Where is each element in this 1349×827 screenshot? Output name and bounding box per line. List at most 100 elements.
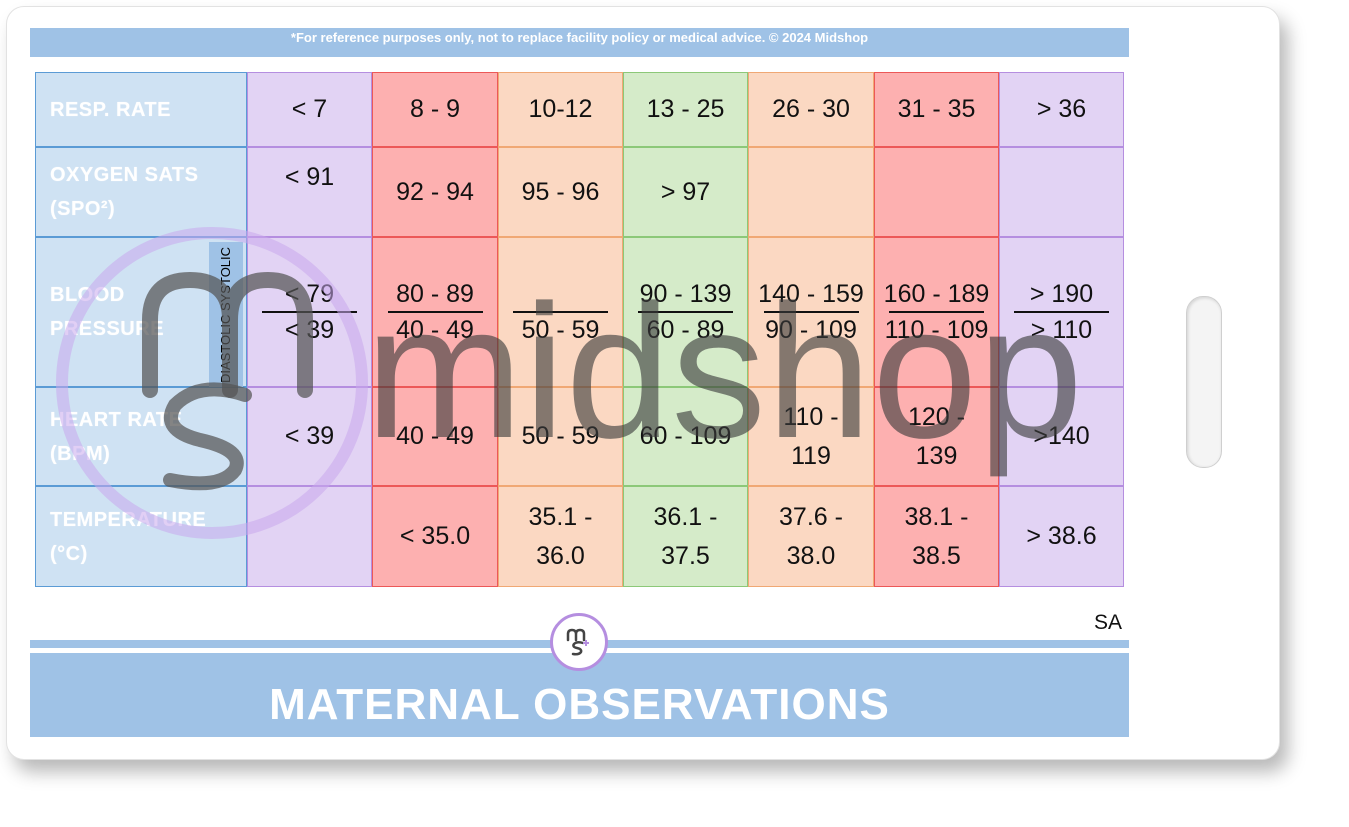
region-code: SA bbox=[1094, 611, 1123, 634]
cell-value: 38.1 - bbox=[904, 502, 969, 531]
bp-cell: 80 - 89 40 - 49 bbox=[372, 237, 498, 387]
table-cell: < 35.0 bbox=[372, 486, 498, 587]
cell-value-line2: 139 bbox=[915, 441, 958, 470]
cell-value-line2: 36.0 bbox=[536, 541, 585, 570]
row-label: HEART RATE bbox=[50, 408, 183, 431]
table-cell: 10-12 bbox=[498, 72, 623, 147]
diastolic-value: 90 - 109 bbox=[765, 316, 857, 344]
table-cell: 13 - 25 bbox=[623, 72, 748, 147]
table-cell: 40 - 49 bbox=[372, 387, 498, 486]
cell-value: 37.6 - bbox=[779, 502, 843, 531]
diastolic-value: 110 - 109 bbox=[884, 316, 989, 344]
cell-value: 60 - 109 bbox=[639, 422, 732, 450]
bp-cell: 90 - 139 60 - 89 bbox=[623, 237, 748, 387]
row-header-temperature: TEMPERATURE (°C) bbox=[35, 486, 247, 587]
systolic-value: 140 - 159 bbox=[758, 280, 864, 308]
cell-value: 92 - 94 bbox=[396, 177, 474, 206]
observations-table: RESP. RATE < 7 8 - 9 10-12 13 - 25 26 - … bbox=[35, 72, 1124, 587]
row-header-heart-rate: HEART RATE (BPM) bbox=[35, 387, 247, 486]
fraction-bar bbox=[763, 311, 859, 313]
table-cell: > 97 bbox=[623, 147, 748, 237]
table-cell: 35.1 - 36.0 bbox=[498, 486, 623, 587]
table-cell bbox=[874, 147, 999, 237]
cell-value: < 35.0 bbox=[399, 522, 471, 550]
row-label: TEMPERATURE bbox=[50, 508, 207, 531]
diastolic-value: 60 - 89 bbox=[646, 316, 725, 344]
cell-value: < 39 bbox=[284, 422, 335, 450]
table-cell: >140 bbox=[999, 387, 1124, 486]
table-cell: 110 - 119 bbox=[748, 387, 874, 486]
fraction-bar bbox=[1014, 311, 1109, 313]
cell-value-line2: 38.5 bbox=[912, 541, 961, 570]
cell-value: 95 - 96 bbox=[521, 177, 600, 206]
table-cell: 120 - 139 bbox=[874, 387, 999, 486]
table-cell: < 91 bbox=[247, 147, 372, 237]
row-label-unit: (°C) bbox=[50, 542, 88, 565]
cell-value: < 91 bbox=[284, 163, 335, 191]
cell-value: 120 - bbox=[908, 402, 965, 431]
cell-value: 36.1 - bbox=[653, 502, 718, 531]
table-cell: > 38.6 bbox=[999, 486, 1124, 587]
disclaimer-bar: *For reference purposes only, not to rep… bbox=[30, 28, 1129, 57]
bp-cell: 140 - 159 90 - 109 bbox=[748, 237, 874, 387]
cell-value: 13 - 25 bbox=[646, 95, 725, 123]
bp-cell: > 190 > 110 bbox=[999, 237, 1124, 387]
diastolic-value: < 39 bbox=[284, 316, 335, 344]
table-cell: > 36 bbox=[999, 72, 1124, 147]
cell-value-line2: 119 bbox=[791, 441, 831, 470]
table-cell: 31 - 35 bbox=[874, 72, 999, 147]
diastolic-value: 50 - 59 bbox=[521, 316, 600, 344]
row-label-unit: (SPO²) bbox=[50, 198, 116, 220]
systolic-value: 90 - 139 bbox=[639, 280, 732, 308]
fraction-bar bbox=[889, 311, 984, 313]
bp-cell: < 79 < 39 bbox=[247, 237, 372, 387]
systolic-diastolic-axis: DIASTOLIC SYSTOLIC bbox=[209, 242, 243, 387]
row-header-resp-rate: RESP. RATE bbox=[35, 72, 247, 147]
cell-value: 40 - 49 bbox=[396, 422, 474, 450]
cell-value: 26 - 30 bbox=[772, 95, 850, 123]
cell-value: > 97 bbox=[660, 177, 711, 206]
cell-value: >140 bbox=[1033, 422, 1090, 450]
row-label-line2: PRESSURE bbox=[50, 318, 165, 340]
table-cell bbox=[748, 147, 874, 237]
table-cell: 26 - 30 bbox=[748, 72, 874, 147]
table-cell bbox=[999, 147, 1124, 237]
midshop-logo-icon bbox=[550, 613, 608, 671]
cell-value: 35.1 - bbox=[528, 502, 593, 531]
lanyard-slot-icon bbox=[1186, 296, 1222, 468]
fraction-bar bbox=[638, 311, 733, 313]
cell-value: 50 - 59 bbox=[521, 422, 600, 450]
table-cell: 36.1 - 37.5 bbox=[623, 486, 748, 587]
diastolic-value: 40 - 49 bbox=[396, 316, 474, 344]
systolic-value: 80 - 89 bbox=[396, 280, 474, 308]
table-cell: 60 - 109 bbox=[623, 387, 748, 486]
table-cell: 38.1 - 38.5 bbox=[874, 486, 999, 587]
table-cell bbox=[247, 486, 372, 587]
table-cell: 92 - 94 bbox=[372, 147, 498, 237]
systolic-value: 160 - 189 bbox=[883, 280, 990, 308]
footer-title: MATERNAL OBSERVATIONS bbox=[269, 680, 890, 729]
cell-value: > 36 bbox=[1036, 95, 1087, 123]
table-cell: 37.6 - 38.0 bbox=[748, 486, 874, 587]
bp-cell: 160 - 189 110 - 109 bbox=[874, 237, 999, 387]
table-cell: 95 - 96 bbox=[498, 147, 623, 237]
systolic-value: < 79 bbox=[284, 280, 335, 308]
disclaimer-text: *For reference purposes only, not to rep… bbox=[290, 30, 869, 45]
row-label-unit: (BPM) bbox=[50, 442, 111, 465]
cell-value: < 7 bbox=[291, 95, 328, 123]
row-header-oxygen-sats: OXYGEN SATS (SPO²) bbox=[35, 147, 247, 237]
axis-label: DIASTOLIC SYSTOLIC bbox=[218, 246, 233, 383]
systolic-value: > 190 bbox=[1029, 280, 1094, 308]
row-label: BLOOD bbox=[50, 284, 125, 306]
diastolic-value: > 110 bbox=[1030, 316, 1093, 344]
table-cell: 50 - 59 bbox=[498, 387, 623, 486]
fraction-bar bbox=[513, 311, 608, 313]
cell-value: 110 - bbox=[783, 402, 839, 431]
cell-value-line2: 38.0 bbox=[786, 541, 836, 570]
table-cell: 8 - 9 bbox=[372, 72, 498, 147]
table-cell: < 7 bbox=[247, 72, 372, 147]
cell-value: 31 - 35 bbox=[897, 95, 976, 123]
row-label: RESP. RATE bbox=[50, 98, 171, 121]
row-label: OXYGEN SATS bbox=[50, 164, 199, 186]
row-header-blood-pressure: BLOOD PRESSURE DIASTOLIC SYSTOLIC bbox=[35, 237, 247, 387]
